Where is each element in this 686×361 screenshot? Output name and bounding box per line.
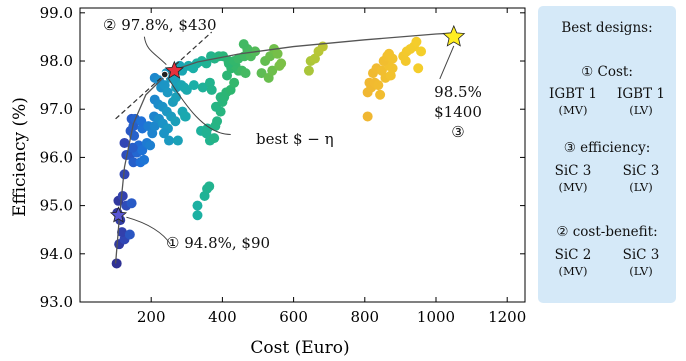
data-point — [202, 123, 213, 134]
data-point — [188, 80, 199, 91]
data-point — [162, 87, 173, 98]
best-cost-efficiency-point — [160, 70, 169, 79]
cost-benefit-design-mv: SiC 2 (MV) — [554, 247, 592, 278]
cost-design-mv: IGBT 1 (MV) — [549, 86, 597, 117]
cost-star-marker — [109, 206, 128, 223]
data-point — [197, 82, 208, 93]
data-point — [170, 116, 181, 127]
data-point — [111, 258, 122, 269]
axis-ticks: 200 400 600 800 1000 1200 93.0 94.0 95.0 96.0 97.0… — [40, 4, 527, 326]
efficiency-design-mv: SiC 3 (MV) — [554, 163, 592, 194]
data-point — [204, 181, 215, 192]
data-point — [400, 56, 411, 67]
data-point — [117, 190, 128, 201]
data-point — [164, 135, 174, 146]
y-tick-label: 96.0 — [40, 148, 73, 166]
data-point — [124, 229, 135, 240]
data-point — [149, 121, 160, 132]
data-point — [172, 135, 183, 146]
data-point — [128, 157, 139, 168]
data-point — [126, 198, 137, 209]
y-tick-label: 98.0 — [40, 52, 73, 70]
x-tick-label: 400 — [208, 308, 237, 326]
data-point — [413, 63, 424, 74]
data-point — [240, 68, 251, 79]
data-point — [181, 84, 192, 95]
cost-leader-line — [126, 216, 171, 245]
best-designs-panel: Best designs: ① Cost: IGBT 1 (MV) IGBT 1… — [538, 6, 676, 303]
data-point — [119, 169, 130, 180]
cost-label: ① 94.8%, $90 — [166, 234, 270, 252]
data-point — [137, 145, 148, 156]
section-efficiency-heading: ③ efficiency: — [563, 140, 651, 156]
cost-design-lv: IGBT 1 (LV) — [617, 86, 665, 117]
data-point — [222, 70, 233, 81]
data-point — [209, 133, 220, 144]
y-tick-label: 93.0 — [40, 293, 73, 311]
best-point-label: best $ − η — [256, 130, 334, 148]
efficiency-label-marker: ③ — [451, 123, 464, 141]
data-point — [272, 48, 283, 59]
cost-benefit-design-lv: SiC 3 (LV) — [622, 247, 660, 278]
data-point — [229, 77, 240, 88]
efficiency-star-marker — [442, 24, 466, 47]
data-point — [212, 116, 223, 127]
x-tick-label: 800 — [350, 308, 379, 326]
data-point — [139, 154, 150, 165]
panel-title: Best designs: — [561, 20, 653, 36]
section-cost-benefit-heading: ② cost-benefit: — [556, 224, 658, 240]
data-point — [159, 128, 170, 139]
x-tick-label: 200 — [137, 308, 166, 326]
cost-benefit-leader-line — [143, 36, 167, 66]
data-point — [192, 200, 203, 211]
data-point — [180, 111, 191, 122]
best-point-leader-line — [167, 77, 231, 136]
efficiency-label-cost: $1400 — [434, 103, 482, 121]
data-point — [276, 58, 287, 69]
efficiency-label-value: 98.5% — [434, 83, 482, 101]
data-point — [192, 210, 203, 221]
data-point — [387, 53, 398, 64]
y-tick-label: 95.0 — [40, 197, 73, 215]
annotations: ② 97.8%, $430 98.5% $1400 ③ ① 94.8%, $90 best… — [103, 16, 482, 252]
y-tick-label: 97.0 — [40, 100, 73, 118]
data-point — [373, 80, 384, 91]
efficiency-design-lv: SiC 3 (LV) — [622, 163, 660, 194]
plot-frame — [79, 7, 526, 303]
x-tick-label: 600 — [279, 308, 308, 326]
y-tick-label: 99.0 — [40, 4, 73, 22]
efficiency-leader-line — [439, 45, 455, 80]
data-point — [127, 142, 138, 153]
data-point — [303, 65, 314, 76]
data-point — [411, 36, 422, 47]
x-tick-label: 1000 — [417, 308, 455, 326]
data-point — [136, 116, 147, 127]
data-point — [387, 63, 398, 74]
x-tick-label: 1200 — [488, 308, 526, 326]
data-point — [145, 140, 156, 151]
data-point — [171, 92, 182, 103]
y-axis-label: Efficiency (%) — [10, 97, 30, 217]
cost-benefit-star-marker — [164, 60, 184, 79]
data-point — [416, 46, 427, 57]
data-point — [267, 65, 278, 76]
data-point — [256, 68, 267, 79]
data-point — [119, 137, 130, 148]
data-point — [362, 111, 373, 122]
data-point — [375, 89, 386, 100]
y-tick-label: 94.0 — [40, 245, 73, 263]
data-point — [206, 84, 217, 95]
data-point — [238, 39, 249, 50]
data-point — [117, 227, 128, 238]
x-axis-label: Cost (Euro) — [250, 338, 349, 358]
cost-benefit-label: ② 97.8%, $430 — [103, 16, 217, 34]
section-cost-heading: ① Cost: — [581, 64, 633, 80]
